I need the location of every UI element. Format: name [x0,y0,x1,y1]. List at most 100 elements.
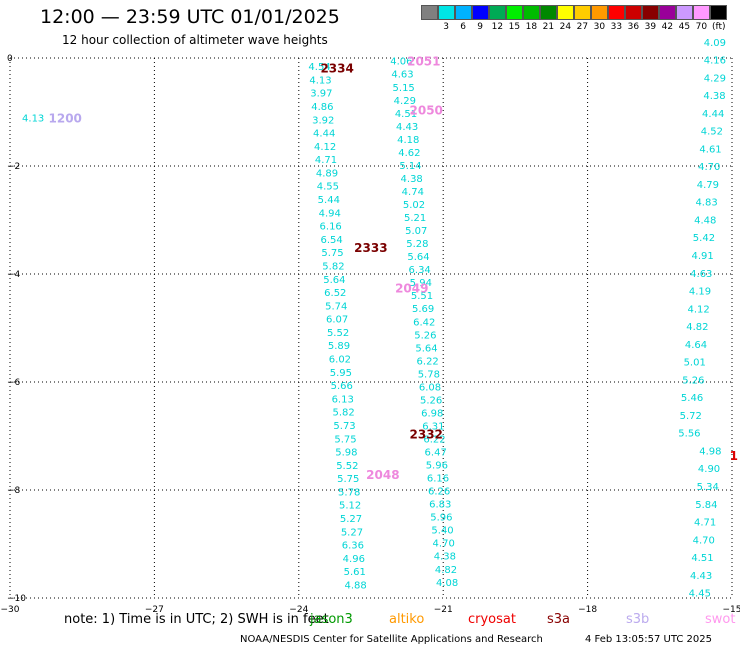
swh-value: 5.26 [682,375,704,386]
swh-value: 4.61 [699,144,721,155]
swh-value: 5.26 [414,330,436,341]
scale-label: 33 [610,22,623,32]
swh-value: 4.98 [699,446,721,457]
swh-value: 4.45 [689,589,711,600]
scale-swatch [489,5,506,20]
swh-value: 4.08 [436,578,458,589]
x-tick-label: −15 [723,605,740,615]
swh-value: 4.06 [390,57,412,68]
swh-value: 5.40 [431,526,453,537]
pass-time-label: 2051 [407,55,440,69]
swh-value: 6.34 [409,265,431,276]
scale-swatch [506,5,523,20]
satellite-jason3: jason3 [310,612,353,627]
pass-time-label: 1200 [49,111,82,125]
scale-swatch [642,5,659,20]
scale-label: 36 [627,22,640,32]
pass-time-label: 2050 [410,103,443,117]
scale-label: 18 [525,22,538,32]
x-tick-label: −24 [289,605,308,615]
swh-value: 4.44 [313,129,335,140]
swh-value: 6.52 [324,288,346,299]
swh-value: 5.66 [331,381,353,392]
scale-label: 15 [508,22,521,32]
swh-value: 4.29 [394,96,416,107]
pass-time-label: 2333 [354,241,387,255]
swh-value: 4.55 [317,182,339,193]
note-text: note: 1) Time is in UTC; 2) SWH is in fe… [64,612,329,627]
scale-swatch [625,5,642,20]
swh-value: 5.69 [412,304,434,315]
swh-value: 5.96 [430,513,452,524]
swh-value: 5.44 [318,195,340,206]
swh-value: 4.19 [689,287,711,298]
swh-value: 5.26 [420,395,442,406]
scale-swatch [438,5,455,20]
pass-time-label: 2048 [366,468,399,482]
swh-value: 5.12 [339,501,361,512]
swh-value: 4.48 [694,215,716,226]
swh-value: 6.08 [419,382,441,393]
swh-value: 5.75 [337,474,359,485]
swh-value: 5.02 [403,200,425,211]
y-tick-label: 0 [7,54,13,64]
satellite-swot: swot [705,612,736,627]
pass-labels: 2334 2051 1200 2050 2333 2049 2332 2048 1 [49,55,738,482]
swh-value: 5.89 [328,341,350,352]
swh-value: 5.78 [418,369,440,380]
swh-value: 4.38 [401,174,423,185]
map-title: 12:00 — 23:59 UTC 01/01/2025 [40,6,340,28]
swh-value: 4.86 [311,102,333,113]
scale-swatch [472,5,489,20]
swh-value: 4.54 [308,62,330,73]
scale-swatch [608,5,625,20]
y-tick-label: −2 [7,162,20,172]
swh-value: 4.18 [397,135,419,146]
swh-value: 6.22 [423,434,445,445]
swh-value: 4.38 [703,91,725,102]
scale-label: 24 [559,22,572,32]
swh-value: 6.47 [425,448,447,459]
swh-value: 5.74 [325,301,347,312]
swh-value: 5.27 [341,527,363,538]
swh-value: 4.91 [691,251,713,262]
swh-value: 3.97 [310,89,332,100]
y-tick-label: −6 [7,378,21,388]
swh-value: 6.16 [427,474,449,485]
axis-ticks: −30 −27 −24 −21 −18 −15 0 −2 −4 −6 −8 −10 [1,54,740,615]
swh-value: 4.64 [685,340,707,351]
swh-value: 4.96 [343,554,365,565]
swh-value: 5.27 [340,514,362,525]
swh-value: 6.98 [421,408,443,419]
swh-value: 4.16 [704,56,726,67]
swh-value: 5.75 [334,434,356,445]
swh-value: 6.13 [332,394,354,405]
swh-value: 5.42 [693,233,715,244]
scale-label: 39 [644,22,657,32]
scale-swatch [523,5,540,20]
swh-value: 4.52 [701,127,723,138]
swh-value: 5.15 [393,83,415,94]
swh-value: 5.52 [327,328,349,339]
swh-value: 5.84 [695,500,717,511]
swh-value: 4.83 [695,198,717,209]
swh-value: 5.98 [335,448,357,459]
y-tick-label: −8 [7,486,21,496]
swh-value: 4.82 [686,322,708,333]
swh-value: 4.62 [398,148,420,159]
swh-value: 4.90 [698,464,720,475]
swh-tracks: 4.54 4.13 3.97 4.86 3.92 4.44 4.12 4.71 4.89 4.55… [22,38,726,600]
y-tick-label: −4 [7,270,21,280]
swh-value: 4.44 [702,109,724,120]
credit-line: NOAA/NESDIS Center for Satellite Applica… [240,634,712,645]
swh-value: 4.71 [315,155,337,166]
swh-value: 6.54 [320,235,342,246]
swh-value: 5.34 [697,482,719,493]
scale-label: 9 [477,22,484,32]
swh-value: 4.88 [345,581,367,592]
swh-value: 4.09 [704,38,726,49]
swh-value: 4.79 [697,180,719,191]
map-grid [9,57,733,599]
swh-value: 6.02 [329,355,351,366]
swh-value: 5.64 [415,343,437,354]
